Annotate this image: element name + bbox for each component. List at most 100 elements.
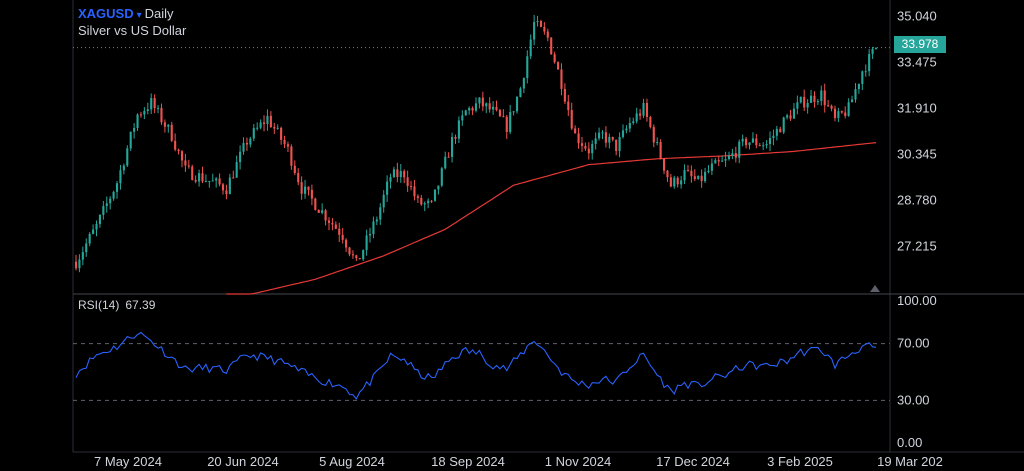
candle-body xyxy=(74,261,78,269)
candle-body xyxy=(515,96,519,112)
candle-body xyxy=(457,120,460,139)
candle-body xyxy=(317,209,320,213)
candle-body xyxy=(745,138,748,146)
symbol-header[interactable]: XAGUSD ▾ Daily xyxy=(78,6,174,21)
candle-body xyxy=(88,233,91,244)
candle-body xyxy=(153,98,156,109)
candle-body xyxy=(673,177,676,187)
candle-body xyxy=(102,206,105,215)
candle-body xyxy=(256,127,259,129)
rsi-legend[interactable]: RSI(14) 67.39 xyxy=(78,298,161,312)
candle-body xyxy=(280,127,283,140)
time-tick-label: 1 Nov 2024 xyxy=(545,454,612,469)
price-tick-label: 27.215 xyxy=(897,239,937,254)
candle-body xyxy=(611,136,614,140)
candle-body xyxy=(481,97,484,107)
candle-body xyxy=(228,177,231,195)
candle-body xyxy=(796,102,799,109)
candle-body xyxy=(242,142,245,152)
candle-body xyxy=(126,148,129,166)
candle-body xyxy=(857,83,860,90)
candle-body xyxy=(471,108,474,111)
candle-body xyxy=(591,143,594,154)
candle-body xyxy=(738,141,741,158)
candle-body xyxy=(351,254,354,256)
candle-body xyxy=(539,21,543,27)
candle-body xyxy=(92,229,95,234)
candle-body xyxy=(461,115,464,121)
candle-body xyxy=(201,173,204,182)
candle-body xyxy=(714,160,717,164)
candle-body xyxy=(180,151,184,161)
last-price-tag: 33.978 xyxy=(894,36,946,53)
interval-label[interactable]: Daily xyxy=(144,6,174,21)
time-axis[interactable]: 7 May 2024 20 Jun 2024 5 Aug 2024 18 Sep 20… xyxy=(94,454,943,469)
candle-body xyxy=(639,113,642,116)
candle-body xyxy=(194,179,197,182)
candle-body xyxy=(365,235,368,251)
candle-body xyxy=(321,210,324,213)
candle-body xyxy=(163,122,166,127)
candle-body xyxy=(105,203,108,207)
candle-body xyxy=(382,194,385,208)
candle-body xyxy=(478,97,481,104)
rsi-layer xyxy=(73,331,890,401)
time-tick-label: 7 May 2024 xyxy=(94,454,162,469)
chevron-down-icon[interactable]: ▾ xyxy=(136,10,142,21)
candle-body xyxy=(386,181,389,195)
candle-body xyxy=(427,200,430,204)
symbol-description: Silver vs US Dollar xyxy=(78,23,187,38)
candle-body xyxy=(98,214,101,224)
candle-body xyxy=(727,155,731,159)
candle-body xyxy=(550,37,553,55)
candle-body xyxy=(81,252,84,260)
candle-body xyxy=(286,144,290,147)
candle-body xyxy=(304,186,307,194)
candle-body xyxy=(861,71,864,84)
candle-body xyxy=(218,178,221,185)
candle-body xyxy=(625,128,628,131)
candle-body xyxy=(423,203,426,205)
candle-body xyxy=(799,96,802,103)
candle-body xyxy=(700,175,703,182)
candle-body xyxy=(474,103,478,111)
candle-body xyxy=(574,128,577,134)
price-axis[interactable]: 35.040 33.475 31.910 30.345 28.780 27.215 xyxy=(897,8,937,253)
candle-body xyxy=(604,132,607,143)
candle-body xyxy=(184,160,187,166)
symbol-ticker[interactable]: XAGUSD xyxy=(78,6,134,21)
candle-body xyxy=(468,108,471,111)
candle-body xyxy=(830,105,833,109)
candle-body xyxy=(762,145,765,147)
candle-body xyxy=(225,190,228,195)
candle-body xyxy=(543,26,546,32)
candle-body xyxy=(536,21,539,23)
candle-body xyxy=(546,31,549,38)
candle-body xyxy=(293,165,296,173)
candle-body xyxy=(338,228,341,235)
candle-body xyxy=(871,48,874,54)
candle-body xyxy=(686,170,690,172)
candle-body xyxy=(758,145,761,147)
candle-body xyxy=(109,198,112,204)
candle-body xyxy=(751,138,754,143)
candle-body xyxy=(290,146,293,166)
candle-body xyxy=(697,175,700,180)
candle-body xyxy=(809,95,813,103)
rsi-tick-label: 100.00 xyxy=(897,293,937,308)
candle-body xyxy=(556,62,560,70)
candle-body xyxy=(464,110,467,116)
candle-body xyxy=(262,122,266,125)
candle-body xyxy=(717,160,720,162)
candle-body xyxy=(683,170,686,181)
candle-body xyxy=(782,117,785,133)
candle-body xyxy=(662,158,666,171)
price-tick-label: 35.040 xyxy=(897,8,937,23)
candle-body xyxy=(721,160,724,162)
candle-body xyxy=(580,143,584,146)
candle-body xyxy=(792,108,796,119)
rsi-axis[interactable]: 100.00 70.00 30.00 0.00 xyxy=(897,293,937,450)
scroll-to-latest-icon[interactable] xyxy=(870,285,880,292)
candle-body xyxy=(249,138,252,145)
